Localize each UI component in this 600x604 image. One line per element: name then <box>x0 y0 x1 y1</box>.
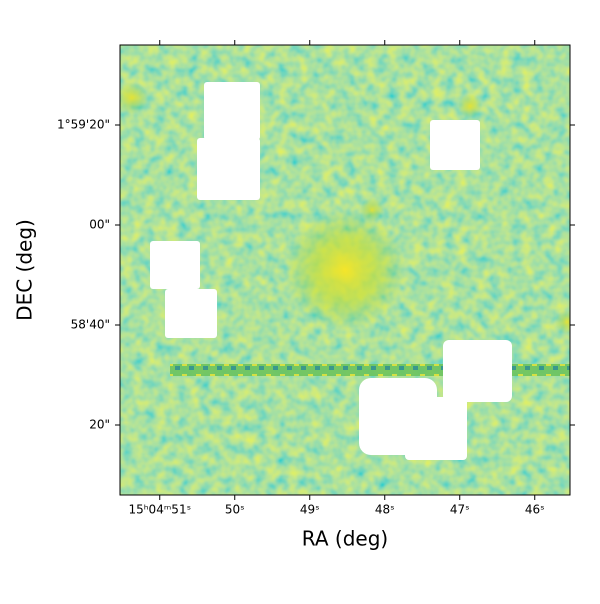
y-tick-label: 20" <box>89 418 110 432</box>
x-tick-label: 46ˢ <box>525 503 545 517</box>
x-tick-label: 48ˢ <box>375 503 395 517</box>
y-tick-label: 1°59'20" <box>57 118 110 132</box>
y-axis-label: DEC (deg) <box>13 219 37 321</box>
x-tick-label: 49ˢ <box>300 503 320 517</box>
x-tick-label: 50ˢ <box>225 503 245 517</box>
plot-frame <box>119 44 571 496</box>
y-tick-label: 00" <box>89 218 110 232</box>
x-axis-label: RA (deg) <box>302 527 388 551</box>
x-tick-label: 47ˢ <box>450 503 470 517</box>
masked-region <box>150 82 512 460</box>
image <box>120 45 570 495</box>
x-tick-label: 15ʰ04ᵐ51ˢ <box>128 503 191 517</box>
y-tick-label: 58'40" <box>71 318 110 332</box>
